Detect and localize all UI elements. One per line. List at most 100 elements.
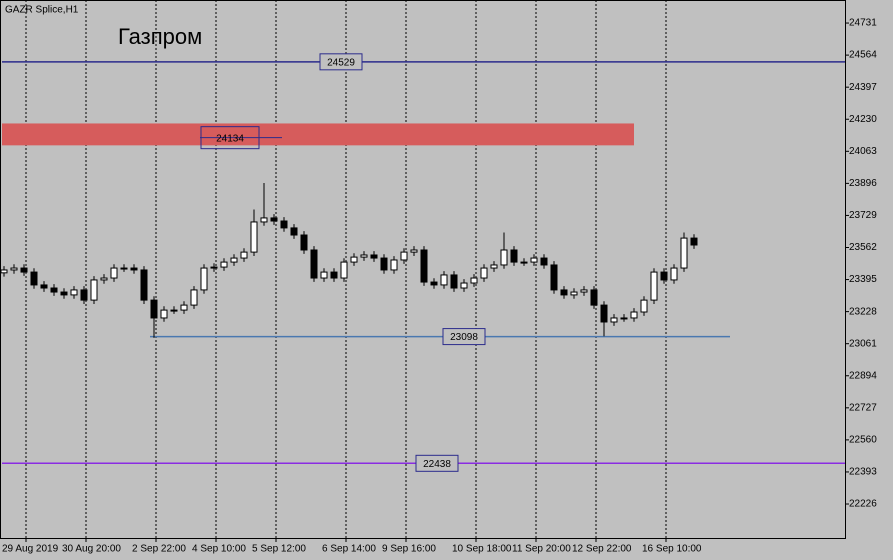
candle-body: [350, 256, 358, 263]
y-tick-label: 22727: [849, 402, 877, 413]
candle-body: [670, 267, 678, 281]
candle-body: [690, 237, 698, 246]
level-label-box: [319, 53, 363, 71]
candle-body: [310, 249, 318, 279]
candle-body: [270, 217, 278, 222]
y-tick-label: 24731: [849, 18, 877, 29]
candle-body: [600, 304, 608, 323]
y-tick-label: 23729: [849, 210, 877, 221]
candle-body: [660, 271, 668, 281]
candle-body: [50, 287, 58, 293]
candle-body: [450, 274, 458, 289]
candle-body: [550, 264, 558, 291]
y-tick-label: 24230: [849, 114, 877, 125]
candle-body: [430, 281, 438, 286]
y-tick-label: 24397: [849, 82, 877, 93]
candle-body: [340, 261, 348, 279]
candle-body: [680, 237, 688, 269]
x-tick-label: 4 Sep 10:00: [192, 544, 246, 555]
y-tick-label: 22894: [849, 370, 877, 381]
candle-body: [10, 267, 18, 271]
candle-body: [70, 289, 78, 296]
candle-body: [570, 291, 578, 296]
y-tick-label: 24063: [849, 146, 877, 157]
candle-body: [40, 284, 48, 289]
candle-body: [160, 309, 168, 319]
candle-body: [620, 317, 628, 320]
x-tick-label: 5 Sep 12:00: [252, 544, 306, 555]
candle-body: [590, 289, 598, 306]
y-tick-label: 23061: [849, 338, 877, 349]
candle-body: [460, 282, 468, 289]
candle-body: [170, 309, 178, 312]
candle-body: [100, 277, 108, 281]
annotation: Газпром: [118, 24, 202, 49]
candle-body: [360, 254, 368, 258]
y-tick-label: 22393: [849, 467, 877, 478]
candle-body: [30, 271, 38, 286]
x-tick-label: 10 Sep 18:00: [452, 544, 512, 555]
x-tick-label: 9 Sep 16:00: [382, 544, 436, 555]
candle-body: [380, 257, 388, 271]
candle-body: [560, 289, 568, 296]
chart-title: GAZR Splice,H1: [5, 5, 79, 16]
candle-body: [230, 257, 238, 263]
zone: [2, 123, 634, 146]
y-tick-label: 22226: [849, 499, 877, 510]
level-label-box: [415, 454, 459, 472]
y-tick-label: 23395: [849, 274, 877, 285]
level-label: 24529: [327, 57, 355, 68]
candle-body: [530, 257, 538, 263]
zone-label: 24134: [216, 133, 244, 144]
candle-body: [120, 267, 128, 270]
level-label-box: [442, 328, 486, 346]
candle-body: [140, 269, 148, 301]
candle-body: [130, 267, 138, 271]
candle-body: [610, 317, 618, 323]
candle-body: [200, 267, 208, 291]
candle-body: [260, 217, 268, 223]
candle-body: [290, 227, 298, 236]
candle-body: [520, 261, 528, 264]
candle-body: [0, 269, 8, 274]
candle-body: [320, 271, 328, 279]
x-tick-label: 2 Sep 22:00: [132, 544, 186, 555]
candle-body: [440, 274, 448, 286]
y-tick-label: 23228: [849, 306, 877, 317]
candle-body: [510, 249, 518, 263]
x-tick-label: 30 Aug 20:00: [62, 544, 121, 555]
candle-body: [110, 267, 118, 279]
candle-body: [500, 249, 508, 266]
candle-body: [180, 304, 188, 311]
candle-body: [20, 267, 28, 273]
candle-body: [580, 289, 588, 293]
candle-body: [390, 259, 398, 271]
candle-body: [640, 299, 648, 313]
candle-body: [150, 299, 158, 319]
x-tick-label: 29 Aug 2019: [2, 544, 59, 555]
candle-body: [420, 249, 428, 283]
candle-body: [490, 264, 498, 269]
level-label: 23098: [450, 332, 478, 343]
candle-body: [480, 267, 488, 279]
candle-body: [80, 289, 88, 301]
zone-label-box: [200, 126, 260, 150]
level-label: 22438: [423, 459, 451, 470]
candle-body: [210, 266, 218, 269]
x-tick-label: 11 Sep 20:00: [512, 544, 571, 555]
candle-body: [190, 289, 198, 306]
candle-body: [220, 261, 228, 268]
y-tick-label: 23562: [849, 242, 877, 253]
candle-body: [630, 311, 638, 319]
candle-body: [650, 271, 658, 301]
candle-body: [470, 277, 478, 284]
candle-body: [330, 271, 338, 279]
x-tick-label: 12 Sep 22:00: [572, 544, 632, 555]
candle-body: [410, 249, 418, 253]
candle-body: [370, 254, 378, 259]
candle-body: [280, 220, 288, 229]
candle-body: [250, 221, 258, 253]
candle-body: [60, 291, 68, 296]
candle-body: [240, 251, 248, 259]
